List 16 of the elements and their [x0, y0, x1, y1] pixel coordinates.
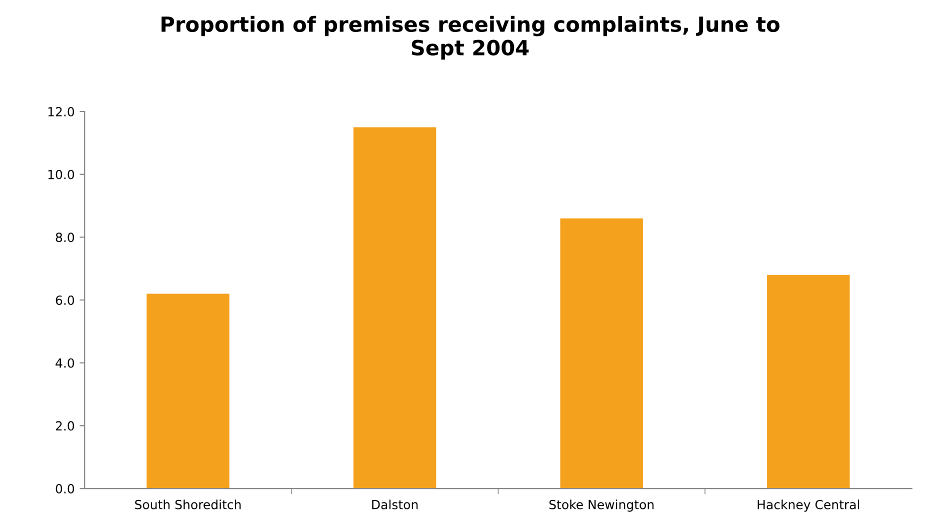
bar [560, 218, 643, 489]
y-tick-label: 6.0 [56, 295, 74, 305]
y-tick-label: 0.0 [56, 484, 74, 494]
x-tick-label: South Shoreditch [135, 500, 241, 510]
chart-title: Proportion of premises receiving complaints, June to Sept 2004 [162, 16, 780, 60]
x-tick-label: Dalston [372, 500, 418, 510]
x-tick-label: Hackney Central [758, 500, 860, 512]
y-tick-label: 4.0 [56, 358, 74, 368]
bar [767, 274, 850, 489]
x-tick-label: Stoke Newington [549, 500, 654, 512]
y-tick-label: 12.0 [48, 106, 74, 116]
y-tick-label: 2.0 [56, 421, 74, 431]
y-tick-label: 8.0 [56, 232, 74, 242]
y-tick-label: 10.0 [48, 170, 74, 180]
bar [353, 127, 436, 489]
bar [146, 294, 230, 489]
